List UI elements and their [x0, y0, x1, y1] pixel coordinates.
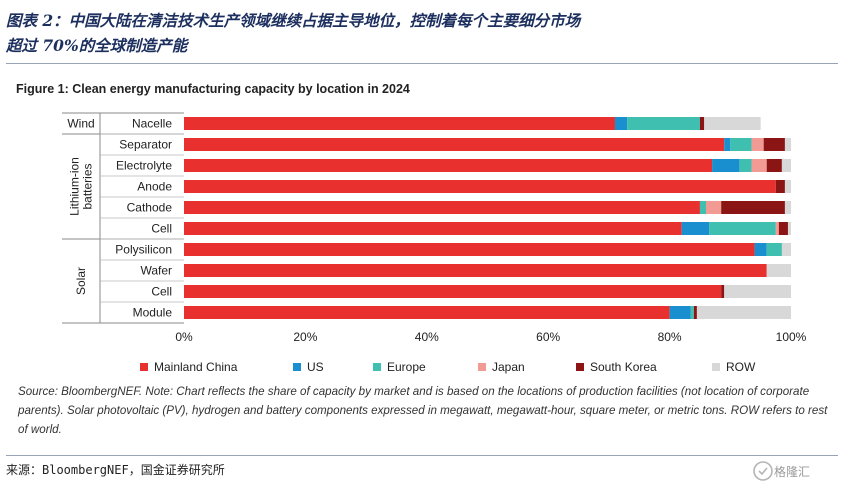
bar-segment — [721, 201, 785, 214]
footer-source: 来源：BloombergNEF，国金证券研究所 — [6, 463, 225, 477]
x-tick-label: 60% — [536, 330, 560, 344]
group-label: Wind — [67, 117, 94, 131]
bar-segment — [766, 159, 782, 172]
bar-segment — [724, 138, 731, 151]
legend-swatch — [576, 363, 584, 371]
figure-title: Figure 1: Clean energy manufacturing cap… — [16, 82, 410, 96]
legend-label: Japan — [492, 360, 525, 374]
bar-segment — [709, 222, 776, 235]
group-label: Lithium-ionbatteries — [68, 157, 95, 216]
bar-segment — [724, 285, 791, 298]
bar-segment — [784, 138, 791, 151]
bar-segment — [693, 306, 697, 319]
x-tick-label: 100% — [776, 330, 807, 344]
bar-segment — [778, 222, 788, 235]
bottom-rule — [6, 455, 838, 456]
bar-segment — [614, 117, 628, 130]
bar-segment — [751, 159, 767, 172]
category-label: Cathode — [127, 201, 173, 215]
category-label: Anode — [137, 180, 172, 194]
report-header: 图表 2：中国大陆在清洁技术生产领域继续占据主导地位，控制着每个主要细分市场 超… — [6, 8, 838, 58]
bar-segment — [699, 117, 705, 130]
figure-panel — [6, 66, 838, 453]
category-label: Wafer — [140, 264, 172, 278]
bar-segment — [184, 180, 776, 193]
bar-segment — [751, 138, 764, 151]
legend-item: Europe — [373, 360, 426, 374]
bar-segment — [704, 117, 761, 130]
legend-swatch — [712, 363, 720, 371]
bar-segment — [781, 243, 791, 256]
bar-segment — [184, 306, 670, 319]
bar-segment — [681, 222, 710, 235]
category-label: Nacelle — [132, 117, 172, 131]
bar-segment — [775, 180, 785, 193]
watermark-text: 格隆汇 — [774, 465, 811, 479]
legend-swatch — [373, 363, 381, 371]
bar-segment — [669, 306, 691, 319]
bar-segment — [754, 243, 767, 256]
bar-segment — [184, 201, 700, 214]
top-rule — [6, 63, 838, 64]
bar-segment — [730, 138, 752, 151]
legend-swatch — [478, 363, 486, 371]
bar-segment — [699, 201, 707, 214]
legend-item: South Korea — [576, 360, 657, 374]
category-label: Polysilicon — [115, 243, 172, 257]
report-title-line-2: 超过 70%的全球制造产能 — [6, 36, 188, 55]
bar-segment — [184, 243, 755, 256]
legend-label: Europe — [387, 360, 426, 374]
stacked-bar-chart: Wind Lithium-ionbatteries Solar Nacelle Sepa… — [62, 112, 807, 344]
x-tick-label: 40% — [415, 330, 439, 344]
bar-segment — [784, 180, 791, 193]
watermark-icon — [753, 461, 773, 481]
category-label: Separator — [119, 138, 172, 152]
legend-item: US — [293, 360, 324, 374]
bar-segment — [184, 264, 767, 277]
legend-swatch — [293, 363, 301, 371]
bar-segment — [627, 117, 700, 130]
report-title-line-1: 图表 2：中国大陆在清洁技术生产领域继续占据主导地位，控制着每个主要细分市场 — [6, 11, 581, 30]
legend-label: Mainland China — [154, 360, 238, 374]
bar-segment — [766, 264, 791, 277]
bar-segment — [739, 159, 752, 172]
bar-segment — [775, 222, 779, 235]
watermark-logo: 格隆汇 — [752, 460, 838, 484]
bar-segment — [787, 222, 791, 235]
legend-label: ROW — [726, 360, 756, 374]
bar-segment — [763, 138, 785, 151]
bar-segment — [690, 306, 694, 319]
bar-segment — [184, 222, 682, 235]
bar-segment — [706, 201, 722, 214]
bar-segment — [184, 159, 713, 172]
bar-segment — [696, 306, 791, 319]
x-tick-label: 0% — [175, 330, 193, 344]
bar-segment — [184, 117, 615, 130]
bar-segment — [784, 201, 791, 214]
bar-segment — [781, 159, 791, 172]
legend-label: US — [307, 360, 324, 374]
legend-swatch — [140, 363, 148, 371]
bar-segment — [766, 243, 782, 256]
bar-segment — [184, 138, 725, 151]
legend-item: ROW — [712, 360, 755, 374]
x-tick-label: 20% — [293, 330, 317, 344]
legend-item: Japan — [478, 360, 525, 374]
x-tick-label: 80% — [658, 330, 682, 344]
bar-segment — [721, 285, 725, 298]
group-label: Solar — [74, 267, 88, 295]
category-label: Cell — [151, 285, 172, 299]
category-label: Cell — [151, 222, 172, 236]
legend-label: South Korea — [590, 360, 657, 374]
bar-segment — [712, 159, 740, 172]
chart-legend: Mainland China US Europe Japan South Korea RO… — [140, 360, 820, 376]
legend-item: Mainland China — [140, 360, 237, 374]
category-label: Electrolyte — [116, 159, 172, 173]
bar-segment — [184, 285, 722, 298]
category-label: Module — [133, 306, 173, 320]
source-note: Source: BloombergNEF. Note: Chart reflec… — [18, 385, 828, 436]
